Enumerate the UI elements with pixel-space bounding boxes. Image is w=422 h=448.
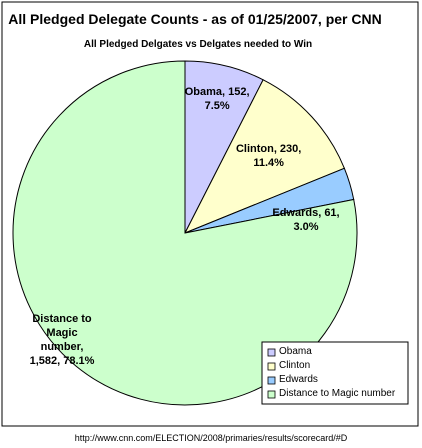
legend-swatch (267, 390, 276, 399)
pie-slice (183, 79, 346, 234)
legend-swatch (267, 348, 276, 357)
data-label: Obama, 152, 7.5% (184, 86, 250, 113)
chart-subtitle: All Pledged Delgates vs Delgates needed … (84, 39, 312, 50)
source: http://www.cnn.com/ELECTION/2008/primari… (75, 433, 348, 443)
legend-label: Clinton (279, 360, 311, 371)
data-label: Clinton, 230, 11.4% (235, 143, 302, 170)
legend-label: Distance to Magic number (279, 388, 396, 399)
data-label: Distance to Magic number, 1,582, 78.1% (29, 313, 95, 367)
legend-label: Obama (279, 346, 312, 357)
legend-box (261, 341, 409, 405)
legend-swatch (267, 376, 276, 385)
legend-label: Edwards (279, 374, 318, 385)
chart-title: All Pledged Delegate Counts - as of 01/2… (8, 11, 381, 27)
legend-swatch (267, 362, 276, 371)
data-label: Edwards, 61, 3.0% (272, 207, 340, 233)
pie-slice (12, 60, 358, 406)
